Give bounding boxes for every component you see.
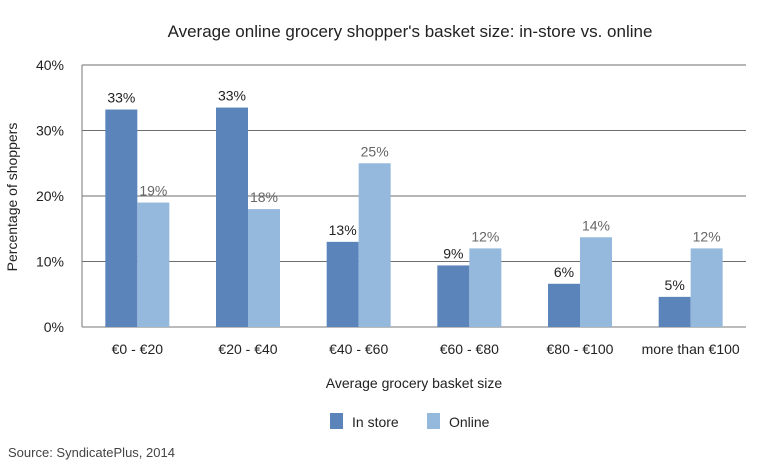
data-label: 5% [665, 277, 685, 293]
gridlines [81, 64, 746, 328]
y-tick-label: 10% [36, 254, 64, 270]
x-tick-label: €40 - €60 [329, 341, 388, 357]
x-tick-label: €0 - €20 [112, 341, 164, 357]
data-label: 6% [554, 264, 574, 280]
bar-online [580, 237, 612, 327]
bars [105, 107, 723, 327]
data-label: 14% [582, 217, 610, 233]
bar-in-store [216, 107, 248, 327]
legend-label: In store [352, 414, 399, 430]
y-tick-label: 20% [36, 188, 64, 204]
bar-in-store [326, 241, 359, 327]
data-labels: 33% 19% 33% 18% 13% 25% 9% 12% 6% 14% 5% 12% [107, 88, 720, 293]
x-axis-label: Average grocery basket size [326, 375, 503, 391]
bar-online [248, 209, 280, 327]
x-tick-label: €20 - €40 [218, 341, 277, 357]
bar-in-store [548, 283, 580, 327]
data-label: 33% [107, 90, 135, 106]
bar-online [469, 248, 502, 327]
data-label: 12% [693, 228, 721, 244]
data-label: 33% [218, 88, 246, 104]
legend-swatch [330, 413, 343, 429]
chart-title: Average online grocery shopper's basket … [168, 22, 653, 41]
x-tick-label: more than €100 [642, 341, 740, 357]
bar-in-store [105, 109, 138, 327]
x-axis-ticks: €0 - €20 €20 - €40 €40 - €60 €60 - €80 €80 -… [112, 341, 740, 357]
data-label: 9% [443, 245, 463, 261]
legend-label: Online [449, 414, 490, 430]
bar-online [690, 248, 723, 327]
legend: In store Online [330, 413, 490, 430]
data-label: 18% [250, 189, 278, 205]
x-tick-label: €60 - €80 [440, 341, 499, 357]
data-label: 13% [329, 222, 357, 238]
source-note: Source: SyndicatePlus, 2014 [8, 445, 175, 460]
y-tick-label: 0% [44, 319, 64, 335]
y-axis-ticks: 0% 10% 20% 30% 40% [36, 57, 64, 335]
bar-in-store [437, 265, 470, 327]
bar-online [137, 202, 170, 327]
data-label: 25% [361, 143, 389, 159]
data-label: 12% [471, 228, 499, 244]
data-label: 19% [139, 183, 167, 199]
y-axis-label: Percentage of shoppers [4, 123, 20, 272]
bar-online [358, 163, 391, 327]
legend-swatch [427, 413, 440, 429]
x-tick-label: €80 - €100 [547, 341, 614, 357]
y-tick-label: 40% [36, 57, 64, 73]
bar-in-store [658, 296, 691, 327]
y-tick-label: 30% [36, 123, 64, 139]
